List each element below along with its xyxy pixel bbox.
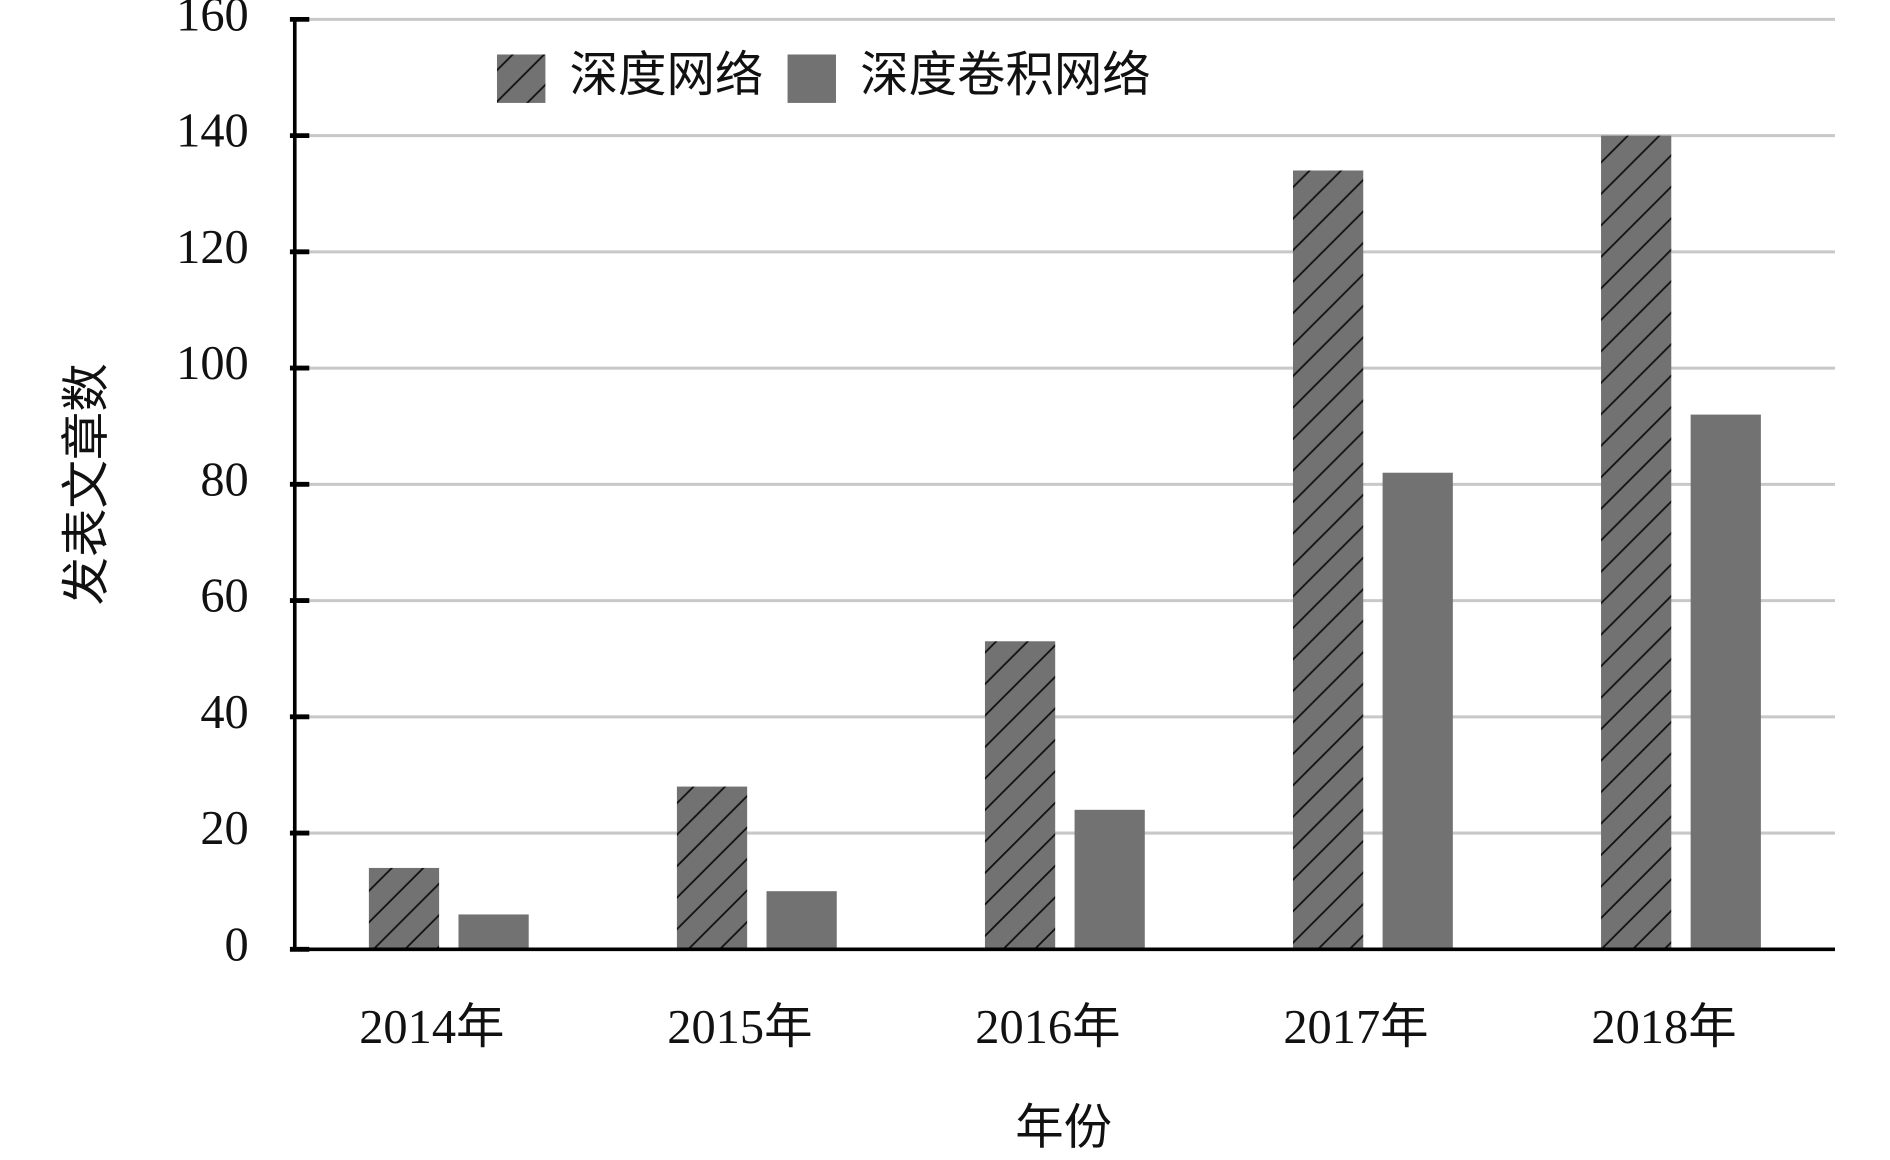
bar bbox=[458, 914, 529, 950]
y-tick-label: 80 bbox=[200, 453, 248, 506]
y-tick-label: 20 bbox=[200, 802, 248, 855]
legend-label: 深度卷积网络 bbox=[860, 48, 1151, 102]
bar bbox=[1074, 809, 1145, 950]
bar bbox=[1601, 135, 1672, 950]
y-axis-label: 发表文章数 bbox=[59, 363, 113, 605]
bar bbox=[368, 867, 440, 950]
bar bbox=[1690, 414, 1761, 950]
bar bbox=[1382, 472, 1453, 950]
y-tick-label: 60 bbox=[200, 570, 248, 623]
x-tick-label: 2015年 bbox=[667, 1001, 812, 1054]
y-tick-label: 40 bbox=[200, 686, 248, 739]
x-tick-label: 2017年 bbox=[1283, 1001, 1428, 1054]
x-tick-label: 2018年 bbox=[1591, 1001, 1736, 1054]
y-tick-label: 160 bbox=[176, 0, 249, 41]
bar bbox=[676, 786, 748, 950]
x-tick-label: 2016年 bbox=[975, 1001, 1120, 1054]
y-tick-label: 0 bbox=[225, 918, 249, 971]
y-tick-label: 120 bbox=[176, 221, 249, 274]
y-tick-label: 140 bbox=[176, 105, 249, 158]
bar bbox=[1293, 170, 1364, 950]
bar bbox=[984, 641, 1056, 950]
y-tick-label: 100 bbox=[176, 337, 249, 390]
legend-swatch bbox=[787, 54, 836, 103]
x-axis-label: 年份 bbox=[1015, 1101, 1112, 1154]
legend-swatch bbox=[496, 54, 546, 103]
bar bbox=[766, 891, 837, 950]
x-tick-label: 2014年 bbox=[359, 1001, 504, 1054]
legend-label: 深度网络 bbox=[570, 48, 764, 102]
